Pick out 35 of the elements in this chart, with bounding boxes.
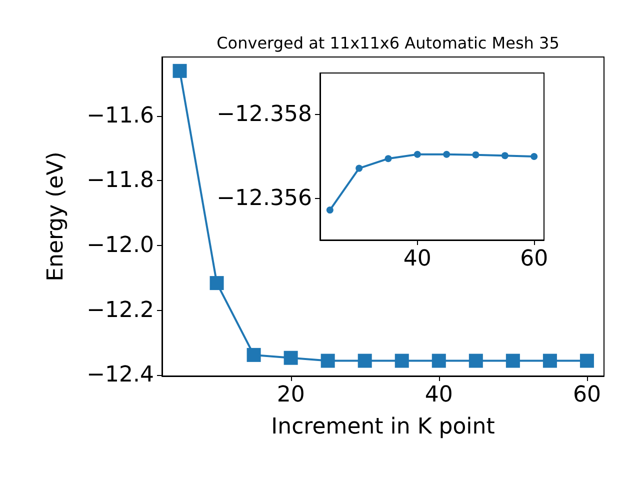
point [172, 64, 187, 78]
y-tick-label: −12.2 [86, 298, 154, 323]
point [468, 354, 483, 368]
point [394, 354, 409, 368]
y-tick-label: −12.358 [216, 102, 312, 127]
y-tick-label: −12.4 [86, 362, 154, 388]
x-tick-label: 40 [424, 382, 453, 408]
point [432, 354, 446, 368]
y-axis-title: Energy (eV) [44, 152, 68, 282]
x-axis-title: Increment in K point [271, 414, 496, 440]
point [530, 153, 538, 160]
y-tick-label: −12.0 [86, 232, 154, 258]
y-tick-label: −12.356 [216, 186, 312, 212]
point [356, 164, 363, 172]
point [358, 354, 372, 368]
y-tick-label: −11.8 [86, 168, 154, 194]
point [210, 276, 224, 290]
point [246, 348, 261, 362]
point [580, 354, 594, 368]
point [326, 206, 334, 214]
point [506, 354, 520, 368]
x-tick-label: 20 [276, 382, 305, 408]
point [284, 350, 298, 365]
x-tick-label: 40 [403, 246, 432, 272]
point [414, 150, 421, 158]
y-tick-label: −11.6 [86, 103, 154, 128]
point [320, 354, 335, 368]
point [501, 152, 508, 160]
x-tick-label: 60 [572, 382, 601, 408]
x-tick-label: 60 [520, 246, 548, 272]
point [443, 150, 450, 158]
point [472, 151, 480, 158]
chart-title: Converged at 11x11x6 Automatic Mesh 35 [216, 34, 560, 52]
point [384, 155, 392, 162]
point [542, 354, 557, 368]
